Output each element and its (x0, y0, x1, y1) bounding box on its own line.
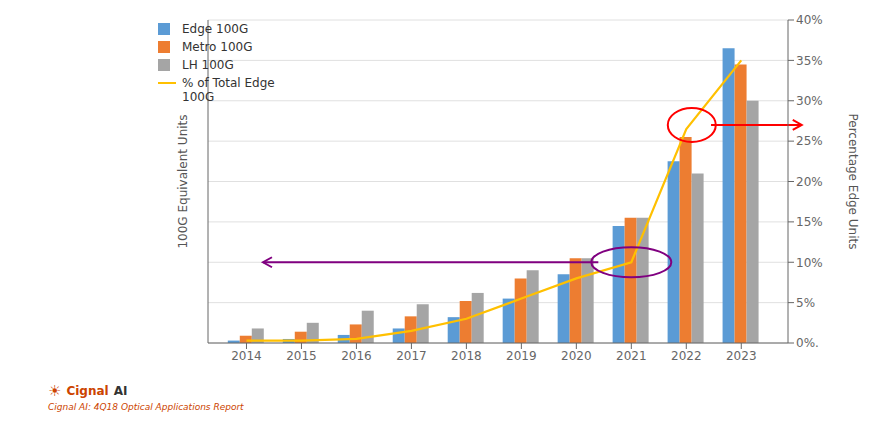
svg-text:20%: 20% (796, 175, 823, 189)
svg-text:30%: 30% (796, 94, 823, 108)
html-text:Edge 100G: Edge 100G (182, 22, 249, 36)
svg-text:2014: 2014 (231, 349, 262, 363)
svg-text:5%: 5% (796, 296, 815, 310)
svg-text:2018: 2018 (451, 349, 482, 363)
svg-text:2021: 2021 (616, 349, 647, 363)
svg-text:100G Equivalent Units: 100G Equivalent Units (176, 114, 190, 248)
svg-text:2019: 2019 (506, 349, 537, 363)
html-text:LH 100G: LH 100G (182, 58, 234, 72)
html-text:% of Total Edge: % of Total Edge (182, 76, 275, 90)
html-text:Metro 100G: Metro 100G (182, 40, 253, 54)
svg-text:2022: 2022 (671, 349, 702, 363)
html-text:Cignal AI: 4Q18 Optical Applic: Cignal AI: 4Q18 Optical Applications Rep… (48, 402, 244, 412)
svg-text:10%: 10% (796, 256, 823, 270)
svg-text:35%: 35% (796, 54, 823, 68)
svg-text:0%.: 0%. (796, 336, 819, 350)
svg-text:2017: 2017 (396, 349, 427, 363)
html-text:100G: 100G (182, 90, 215, 104)
svg-text:2016: 2016 (341, 349, 372, 363)
svg-text:2023: 2023 (726, 349, 757, 363)
svg-text:Percentage Edge Units: Percentage Edge Units (846, 113, 860, 249)
svg-text:25%: 25% (796, 134, 823, 148)
html-text:☀ Cignal AI: ☀ Cignal AI (48, 382, 128, 400)
svg-text:2020: 2020 (561, 349, 592, 363)
svg-text:2015: 2015 (286, 349, 317, 363)
svg-text:40%: 40% (796, 13, 823, 27)
svg-text:15%: 15% (796, 215, 823, 229)
